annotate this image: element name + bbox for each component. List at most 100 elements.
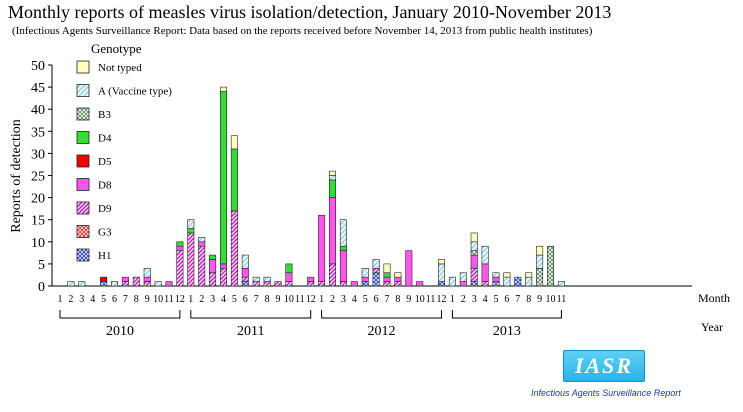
bar-segment (121, 281, 129, 287)
bar-segment (220, 263, 228, 269)
bar-segment (220, 268, 228, 287)
bar-segment (285, 272, 293, 282)
year-label: 2012 (368, 324, 396, 339)
legend-swatch (76, 248, 90, 262)
legend-swatch (76, 84, 90, 97)
bar-segment (143, 268, 151, 278)
bar-segment (241, 276, 249, 282)
x-tick-label: 3 (79, 294, 84, 305)
bar-segment (536, 245, 544, 256)
legend-swatch (76, 154, 90, 168)
x-tick-label: 11 (295, 294, 305, 305)
bar-segment (318, 214, 326, 282)
bar-segment (459, 281, 467, 287)
bar-segment (372, 272, 380, 287)
x-tick-label: 9 (276, 294, 281, 305)
legend: Genotype Not typed A (Vaccine type) B3 D4 D5 D… (76, 41, 172, 262)
x-tick-label: 7 (385, 294, 390, 305)
legend-label: Not typed (98, 62, 142, 74)
x-tick-label: 4 (352, 294, 357, 305)
x-tick-label: 8 (265, 294, 270, 305)
x-tick-label: 4 (221, 294, 226, 305)
bar-segment (394, 276, 402, 282)
bar-segment (394, 272, 402, 278)
bar-segment (263, 281, 271, 287)
legend-label: D4 (98, 133, 112, 145)
bar-segment (143, 281, 151, 287)
x-tick-label: 10 (153, 294, 163, 305)
x-tick-label: 1 (58, 294, 63, 305)
legend-swatch (76, 178, 90, 191)
bar-segment (263, 276, 271, 282)
year-bracket (321, 310, 442, 319)
bar-segment (328, 197, 336, 265)
bar-segment (470, 281, 478, 287)
bar-segment (448, 276, 456, 287)
x-tick-label: 2 (199, 294, 204, 305)
x-tick-label: 4 (483, 294, 488, 305)
legend-swatch (76, 107, 90, 121)
bar-segment (176, 245, 184, 251)
bar-segment (525, 272, 533, 278)
bar-segment (318, 281, 326, 287)
bar-segment (328, 175, 336, 181)
year-bracket (190, 310, 312, 319)
iasr-logo-caption: Infectious Agents Surveillance Report (531, 388, 681, 398)
bar-segment (252, 281, 260, 287)
bar-segment (209, 272, 217, 287)
bar-segment (241, 268, 249, 278)
x-tick-label: 2 (461, 294, 466, 305)
x-tick-label: 5 (232, 294, 237, 305)
bar-segment (230, 135, 238, 150)
y-axis-label: Reports of detection (9, 119, 24, 233)
bar-segment (187, 228, 195, 234)
x-tick-label: 12 (437, 294, 447, 305)
bar-segment (307, 276, 315, 282)
x-tick-label: 11 (557, 294, 567, 305)
x-tick-label: 7 (515, 294, 520, 305)
bar-segment (492, 281, 500, 287)
bar-segment (154, 281, 162, 287)
bar-segment (198, 241, 206, 247)
bar-segment (339, 281, 347, 287)
x-tick-label: 3 (472, 294, 477, 305)
y-tick-label: 0 (38, 280, 45, 295)
bar-segment (285, 263, 293, 274)
bar-segment (187, 232, 195, 287)
bar-segment (198, 237, 206, 243)
bar-segment (252, 276, 260, 282)
year-label: 2013 (493, 324, 521, 339)
bar-segment (165, 281, 173, 287)
bar-segment (220, 91, 228, 265)
x-tick-label: 9 (145, 294, 150, 305)
y-tick-label: 40 (31, 103, 45, 118)
bar-segment (339, 245, 347, 251)
y-tick-label: 50 (31, 59, 45, 74)
bar-segment (437, 281, 445, 287)
bar-segment (470, 250, 478, 256)
bar-segment (328, 179, 336, 198)
bar-segment (307, 281, 315, 287)
legend-label: D8 (98, 180, 112, 192)
year-axis-label: Year (701, 320, 723, 334)
iasr-logo: IASR (563, 350, 645, 382)
bar-segment (339, 250, 347, 282)
x-tick-label: 11 (426, 294, 436, 305)
y-tick-label: 20 (31, 192, 45, 207)
chart-subtitle: (Infectious Agents Surveillance Report: … (12, 25, 593, 37)
x-tick-label: 12 (175, 294, 185, 305)
legend-swatch (76, 131, 90, 144)
bar-segment (285, 281, 293, 287)
y-tick-label: 35 (31, 125, 45, 140)
bar-segment (328, 263, 336, 287)
y-tick-label: 25 (31, 170, 45, 185)
bar-segment (176, 250, 184, 287)
bar-segment (339, 219, 347, 247)
x-tick-label: 4 (90, 294, 95, 305)
y-tick-label: 5 (38, 258, 45, 273)
y-tick-label: 15 (31, 214, 45, 229)
bar-segment (372, 259, 380, 269)
year-label: 2010 (106, 324, 134, 339)
bar-segment (481, 281, 489, 287)
x-tick-label: 5 (363, 294, 368, 305)
